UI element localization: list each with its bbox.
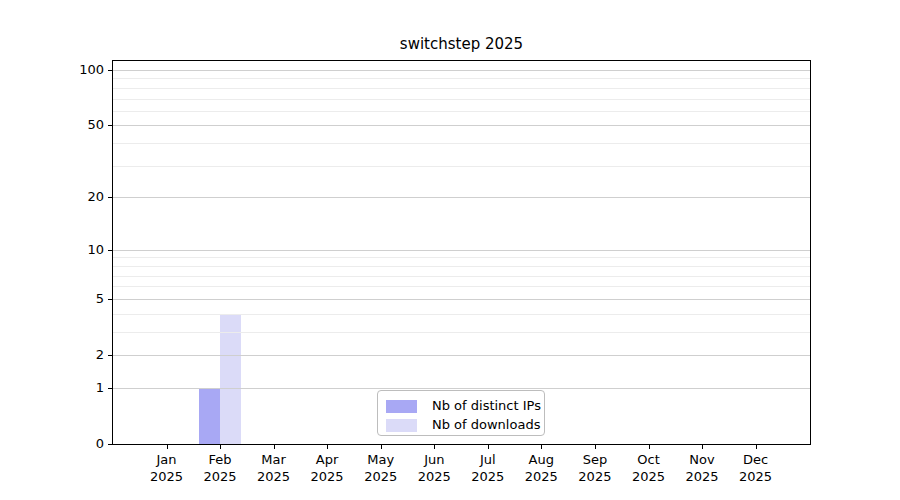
legend-swatch-distinct-ips: [386, 400, 417, 413]
x-tick-year: 2025: [246, 468, 302, 485]
x-tick: [434, 445, 435, 449]
y-tick: [108, 197, 112, 198]
x-tick-label: Jan2025: [139, 451, 195, 485]
x-tick-month: Aug: [513, 451, 569, 468]
y-tick-label: 100: [60, 62, 104, 78]
x-tick-year: 2025: [621, 468, 677, 485]
x-tick-year: 2025: [406, 468, 462, 485]
chart-title: switchstep 2025: [112, 35, 811, 54]
gridline-major: [112, 299, 811, 300]
y-tick: [108, 299, 112, 300]
gridline-minor: [112, 314, 811, 315]
x-tick-month: Oct: [621, 451, 677, 468]
x-tick-label: Sep2025: [567, 451, 623, 485]
x-tick-year: 2025: [299, 468, 355, 485]
x-tick-month: Sep: [567, 451, 623, 468]
y-tick-label: 1: [60, 380, 104, 396]
gridline-minor: [112, 78, 811, 79]
gridline-major: [112, 197, 811, 198]
y-tick: [108, 444, 112, 445]
x-tick-label: Aug2025: [513, 451, 569, 485]
gridline-minor: [112, 88, 811, 89]
legend-swatch-downloads: [386, 419, 417, 432]
y-tick-label: 10: [60, 242, 104, 258]
legend: Nb of distinct IPs Nb of downloads: [377, 390, 545, 436]
x-tick: [167, 445, 168, 449]
gridline-major: [112, 125, 811, 126]
x-tick: [327, 445, 328, 449]
gridline-major: [112, 70, 811, 71]
x-tick-year: 2025: [460, 468, 516, 485]
x-tick-label: Jun2025: [406, 451, 462, 485]
legend-label: Nb of downloads: [432, 418, 540, 432]
gridline-minor: [112, 99, 811, 100]
gridline-minor: [112, 166, 811, 167]
x-tick-label: Oct2025: [621, 451, 677, 485]
x-tick-year: 2025: [139, 468, 195, 485]
gridline-minor: [112, 111, 811, 112]
x-tick-month: Apr: [299, 451, 355, 468]
x-tick: [595, 445, 596, 449]
x-tick-year: 2025: [728, 468, 784, 485]
y-tick-label: 50: [60, 117, 104, 133]
y-tick: [108, 125, 112, 126]
y-tick: [108, 388, 112, 389]
gridline-minor: [112, 257, 811, 258]
x-tick-label: Dec2025: [728, 451, 784, 485]
legend-entry: Nb of downloads: [386, 418, 540, 432]
x-tick-label: Mar2025: [246, 451, 302, 485]
x-tick-year: 2025: [674, 468, 730, 485]
x-tick: [488, 445, 489, 449]
x-tick-year: 2025: [567, 468, 623, 485]
y-tick-label: 2: [60, 347, 104, 363]
x-tick-label: May2025: [353, 451, 409, 485]
x-tick: [381, 445, 382, 449]
x-tick-month: Jul: [460, 451, 516, 468]
gridline-minor: [112, 143, 811, 144]
y-tick-label: 5: [60, 291, 104, 307]
bar: [220, 314, 241, 444]
gridline-major: [112, 250, 811, 251]
x-tick-month: Jan: [139, 451, 195, 468]
gridline-major: [112, 355, 811, 356]
x-tick-month: Nov: [674, 451, 730, 468]
x-tick-year: 2025: [513, 468, 569, 485]
x-tick-year: 2025: [192, 468, 248, 485]
y-tick: [108, 355, 112, 356]
y-tick-label: 0: [60, 436, 104, 452]
y-tick: [108, 250, 112, 251]
x-tick-year: 2025: [353, 468, 409, 485]
gridline-minor: [112, 332, 811, 333]
gridline-major: [112, 388, 811, 389]
x-tick: [541, 445, 542, 449]
y-tick-label: 20: [60, 189, 104, 205]
x-tick-label: Jul2025: [460, 451, 516, 485]
chart-figure: switchstep 2025 Nb of distinct IPs Nb of…: [0, 0, 900, 500]
x-tick-label: Apr2025: [299, 451, 355, 485]
x-tick-month: Mar: [246, 451, 302, 468]
x-tick: [756, 445, 757, 449]
x-tick: [274, 445, 275, 449]
bar: [199, 388, 220, 444]
x-tick: [220, 445, 221, 449]
x-tick-month: May: [353, 451, 409, 468]
x-tick-month: Dec: [728, 451, 784, 468]
gridline-minor: [112, 266, 811, 267]
x-tick: [702, 445, 703, 449]
x-tick-month: Feb: [192, 451, 248, 468]
gridline-minor: [112, 286, 811, 287]
x-tick-label: Nov2025: [674, 451, 730, 485]
legend-label: Nb of distinct IPs: [432, 399, 541, 413]
x-tick-month: Jun: [406, 451, 462, 468]
gridline-minor: [112, 276, 811, 277]
x-tick: [649, 445, 650, 449]
y-tick: [108, 70, 112, 71]
legend-entry: Nb of distinct IPs: [386, 399, 541, 413]
x-tick-label: Feb2025: [192, 451, 248, 485]
